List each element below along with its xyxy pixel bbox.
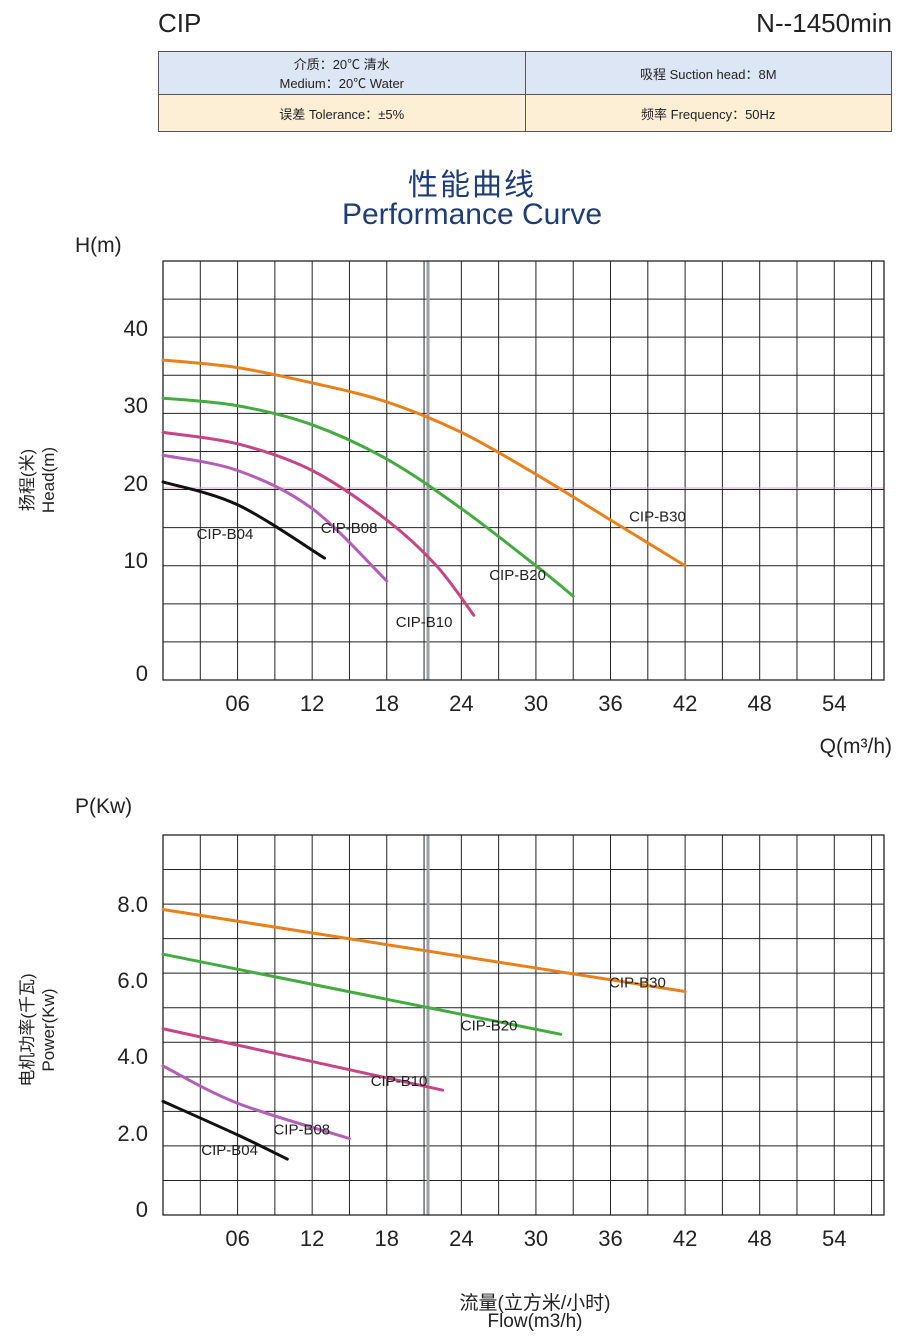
x-tick-label: 06 [225,691,249,716]
x-tick-label: 54 [822,1226,846,1251]
series-line-cip-b08 [161,1064,351,1141]
series-label: CIP-B08 [321,520,378,537]
series-label: CIP-B10 [371,1073,428,1090]
y-axis-label-en: Power(Kw) [39,988,58,1071]
series-label: CIP-B04 [197,526,254,543]
series-line-cip-b10 [161,430,476,617]
series-line-cip-b08 [161,453,389,583]
x-tick-label: 42 [673,691,697,716]
chart-title-en: Performance Curve [341,198,603,231]
y-tick-label: 6.0 [117,968,148,993]
x-tick-label: 30 [524,1226,548,1251]
series-label: CIP-B20 [489,567,546,584]
medium-en: Medium：20℃ Water [279,76,405,91]
y-tick-label: 8.0 [117,892,148,917]
x-tick-label: 42 [673,1226,697,1251]
rotation-speed: N--1450min [756,8,892,38]
y-tick-label: 30 [124,393,148,418]
series-label: CIP-B30 [629,509,686,526]
y-tick-label: 0 [136,1197,148,1222]
series-label: CIP-B30 [609,974,666,991]
plot-frame [162,260,885,681]
x-tick-label: 12 [300,691,324,716]
y-tick-label: 0 [136,661,148,686]
tolerance-cell: 误差 Tolerance：±5% [158,94,526,132]
spec-row: 介质：20℃ 清水 Medium：20℃ Water 吸程 Suction he… [158,51,892,95]
x-tick-label: 30 [524,691,548,716]
spec-table: 介质：20℃ 清水 Medium：20℃ Water 吸程 Suction he… [158,51,892,132]
series-line-cip-b30 [161,908,687,993]
x-tick-label: 48 [747,1226,771,1251]
x-tick-label: 24 [449,1226,473,1251]
y-tick-label: 40 [124,316,148,341]
series-label: CIP-B10 [396,614,453,631]
y-tick-label: 20 [124,471,148,496]
medium-cn: 介质：20℃ 清水 [293,57,390,72]
suction-cell: 吸程 Suction head：8M [524,51,892,95]
series-line-cip-b20 [161,396,575,598]
model-name: CIP [158,8,202,38]
series-line-cip-b10 [161,1027,445,1092]
spec-row: 误差 Tolerance：±5% 频率 Frequency：50Hz [158,94,892,132]
plot-frame [162,834,885,1216]
x-tick-label: 36 [598,691,622,716]
medium-cell: 介质：20℃ 清水 Medium：20℃ Water [158,51,526,95]
x-tick-label: 36 [598,1226,622,1251]
y-tick-label: 10 [124,548,148,573]
flow-label-cn: 流量(立方米/小时) [459,1293,611,1314]
x-tick-label: 06 [225,1226,249,1251]
series-line-cip-b30 [161,358,687,568]
y-axis-label-cn: 扬程(米) [18,449,37,511]
y-axis-label: 电机功率(千瓦) Power(Kw) [18,973,58,1086]
y-unit-label: P(Kw) [75,795,132,818]
series-line-cip-b04 [161,1099,289,1161]
series-label: CIP-B20 [461,1017,518,1034]
chart-title-cn: 性能曲线 [408,169,536,202]
series-line-cip-b20 [161,952,563,1036]
x-tick-label: 18 [375,1226,399,1251]
x-axis-label: Q(m³/h) [820,735,892,758]
y-axis-label-en: Head(m) [39,447,58,513]
flow-label-en: Flow(m3/h) [487,1311,583,1332]
series-line-cip-b04 [161,480,327,560]
y-tick-label: 4.0 [117,1044,148,1069]
y-axis-label-cn: 电机功率(千瓦) [18,973,37,1086]
y-unit-label: H(m) [75,234,122,257]
x-tick-label: 18 [375,691,399,716]
x-tick-label: 12 [300,1226,324,1251]
series-label: CIP-B04 [201,1142,258,1159]
x-tick-label: 54 [822,691,846,716]
y-axis-label: 扬程(米) Head(m) [18,447,58,513]
series-label: CIP-B08 [273,1122,330,1139]
y-tick-label: 2.0 [117,1121,148,1146]
x-tick-label: 48 [747,691,771,716]
frequency-cell: 频率 Frequency：50Hz [524,94,892,132]
x-tick-label: 24 [449,691,473,716]
